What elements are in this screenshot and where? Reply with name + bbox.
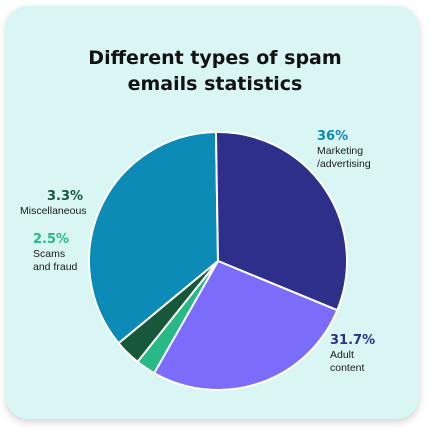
label-adult-line-2: content	[330, 362, 365, 374]
label-marketing-line-2: /advertising	[317, 158, 371, 170]
label-adult-line-1: Adult	[330, 349, 354, 361]
chart-title-line-1: Different types of spam	[88, 47, 342, 69]
slice-misc	[117, 260, 219, 363]
label-misc-line-1: Miscellaneous	[20, 205, 87, 217]
pie-slices	[88, 131, 348, 391]
label-scams-line-1: Scams	[33, 248, 65, 260]
label-marketing-line-1: Marketing	[317, 145, 363, 157]
slice-adult	[214, 131, 348, 312]
label-scams-line-2: and fraud	[33, 261, 78, 273]
label-marketing-percent: 36%	[317, 129, 348, 144]
chart-title-line-2: emails statistics	[127, 73, 303, 95]
label-scams-percent: 2.5%	[33, 232, 69, 247]
label-misc-percent: 3.3%	[47, 189, 83, 204]
slice-marketing	[88, 131, 219, 345]
label-adult-percent: 31.7%	[330, 333, 375, 348]
